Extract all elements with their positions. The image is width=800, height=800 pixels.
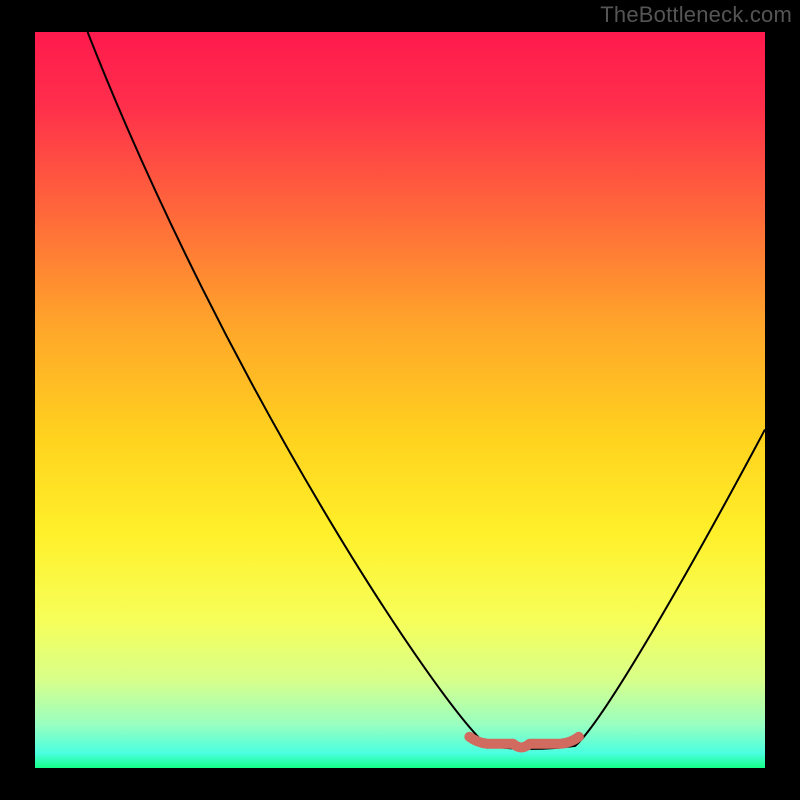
chart-container: TheBottleneck.com xyxy=(0,0,800,800)
bottleneck-chart xyxy=(0,0,800,800)
plot-gradient-background xyxy=(35,32,765,768)
attribution-text: TheBottleneck.com xyxy=(600,2,792,28)
